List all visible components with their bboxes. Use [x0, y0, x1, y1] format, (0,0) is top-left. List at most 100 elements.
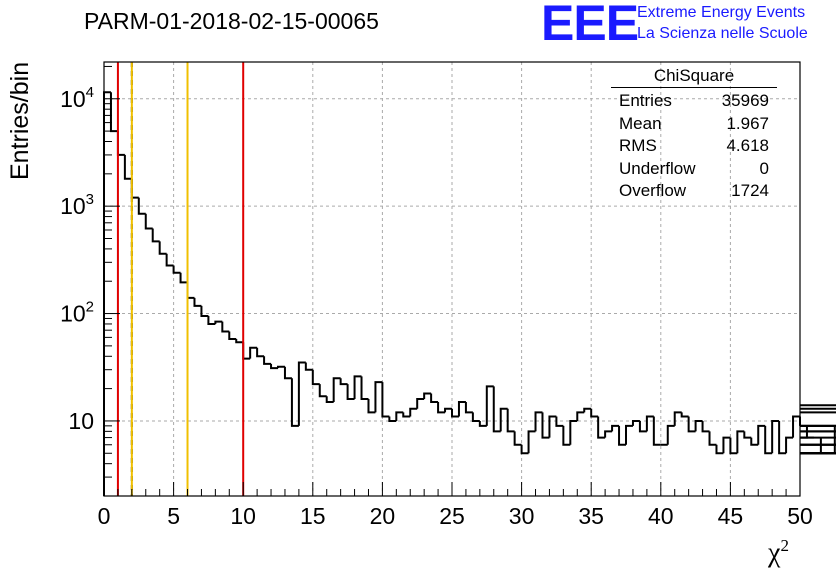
histogram-bin [764, 425, 773, 455]
histogram-bin [423, 392, 432, 400]
histogram-bin [228, 331, 237, 340]
histogram-bin [666, 424, 675, 445]
histogram-bin [304, 362, 313, 371]
histogram-bin [109, 92, 118, 133]
y-axis: 10 102 103 104 [60, 65, 120, 497]
histogram-bin [708, 431, 717, 446]
stats-value: 1.967 [726, 113, 769, 133]
histogram-bin [103, 91, 111, 496]
x-tick-label: 0 [98, 503, 111, 529]
histogram-bin [290, 378, 299, 427]
histogram-bin [618, 425, 626, 446]
histogram-bin [360, 376, 369, 401]
histogram-bin [576, 411, 585, 421]
histogram-bin [318, 384, 327, 398]
histogram-bin [583, 407, 592, 413]
logo-line-2: La Scienza nelle Scuole [637, 25, 808, 42]
histogram-bin [541, 412, 550, 439]
histogram-bin [590, 408, 599, 418]
histogram-bin [562, 425, 571, 446]
histogram-bin [492, 386, 501, 433]
histogram-bin [144, 213, 153, 230]
histogram-bin [193, 297, 202, 307]
histogram-bin [367, 399, 376, 414]
histogram-bin [444, 407, 452, 413]
histogram-bin [800, 452, 836, 455]
histogram-bin [353, 375, 362, 400]
histogram-bin [207, 315, 216, 325]
histogram-bin [520, 444, 529, 455]
histogram-bin [694, 419, 703, 432]
stats-value: 0 [759, 158, 769, 178]
histogram-bin [771, 419, 780, 454]
x-tick-label: 25 [439, 503, 465, 529]
stats-label: RMS [619, 136, 657, 155]
x-axis-label-exponent: 2 [780, 536, 789, 555]
histogram-bin [800, 452, 836, 455]
histogram-bin [800, 436, 836, 439]
histogram-bin [409, 407, 418, 417]
y-tick-label: 103 [60, 191, 94, 219]
stats-row: Overflow 1724 [611, 180, 777, 203]
histogram-bin [325, 396, 334, 404]
histogram-bin [116, 131, 125, 156]
histogram-bin [256, 347, 265, 358]
x-axis-label-base: χ [768, 537, 781, 569]
histogram-bin [715, 444, 724, 455]
histogram-bin [800, 424, 836, 427]
histogram-bin [437, 402, 446, 414]
histogram-bin [242, 342, 251, 360]
histogram-bin [743, 431, 752, 439]
histogram-bin [165, 253, 174, 267]
histogram-bin [499, 407, 508, 432]
x-tick-label: 50 [787, 503, 813, 529]
histogram-bin [513, 431, 522, 446]
stats-rows: Entries 35969 Mean 1.967 RMS 4.618 Underflow 0 O… [611, 90, 777, 203]
histogram-bin [800, 411, 836, 414]
histogram-bin [478, 420, 487, 427]
logo-caption: Extreme Energy Events La Scienza nelle S… [637, 2, 808, 44]
histogram-bin [800, 430, 836, 433]
histogram-bin [374, 381, 383, 413]
stats-title: ChiSquare [611, 66, 777, 88]
histogram-bin [687, 416, 696, 433]
histogram-bin [457, 401, 466, 417]
stats-label: Entries [619, 91, 672, 110]
histogram-bin [388, 416, 397, 422]
y-tick-label: 104 [60, 84, 94, 112]
stats-box: ChiSquare Entries 35969 Mean 1.967 RMS 4.618 U… [611, 66, 777, 203]
x-tick-label: 30 [509, 503, 535, 529]
histogram-bin [597, 416, 606, 439]
x-tick-label: 20 [370, 503, 396, 529]
histogram-bin [214, 320, 223, 324]
histogram-bin [638, 420, 647, 433]
histogram-bin [750, 437, 759, 446]
histogram-bin [395, 411, 404, 421]
histogram-bin [221, 321, 230, 333]
histogram-bin [451, 408, 459, 418]
stats-label: Overflow [619, 181, 687, 200]
eee-logo: EEE [541, 0, 639, 51]
x-tick-label: 5 [167, 503, 180, 529]
histogram-bin [736, 430, 745, 454]
histogram-bin [235, 338, 244, 344]
histogram-bin [729, 437, 738, 455]
histogram-bin [283, 366, 292, 380]
x-axis-label: χ2 [768, 536, 789, 569]
histogram-bin [186, 282, 195, 299]
histogram-bin [130, 178, 139, 199]
histogram-bin [778, 420, 787, 455]
histogram-bin [800, 424, 836, 454]
histogram-bin [137, 197, 146, 215]
histogram-bin [800, 404, 836, 407]
histogram-bin [555, 416, 564, 427]
stats-value: 4.618 [726, 136, 769, 155]
x-tick-label: 35 [578, 503, 604, 529]
histogram-bin [464, 402, 473, 414]
x-tick-label: 10 [230, 503, 256, 529]
chart-title: PARM-01-2018-02-15-00065 [84, 8, 379, 34]
histogram-bin [757, 424, 766, 445]
histogram-bin [569, 419, 578, 445]
stats-row: Entries 35969 [611, 90, 777, 113]
